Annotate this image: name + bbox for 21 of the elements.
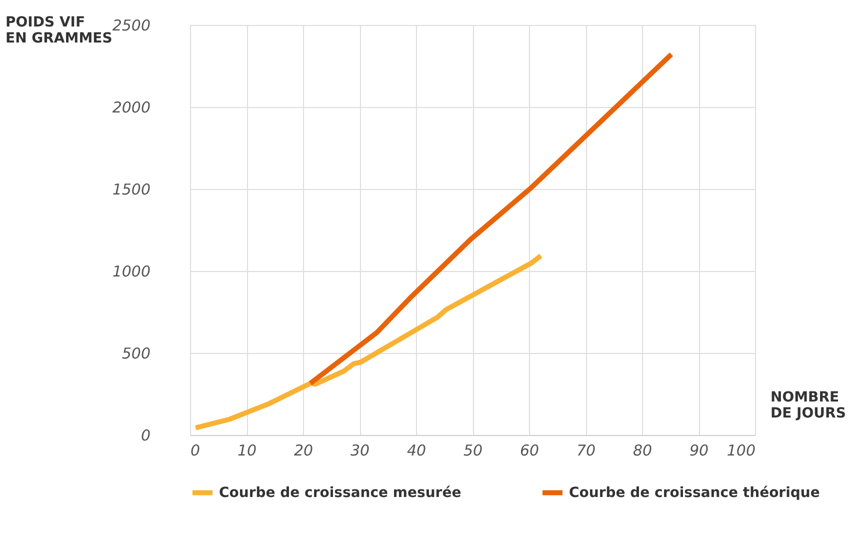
y-axis-title: POIDS VIF EN GRAMMES xyxy=(6,14,112,46)
x-tick-label: 50 xyxy=(463,442,483,460)
legend-label: Courbe de croissance théorique xyxy=(569,484,820,501)
x-tick-label: 100 xyxy=(726,442,756,460)
x-axis-title: NOMBRE DE JOURS xyxy=(770,390,846,422)
x-tick-label: 0 xyxy=(190,442,200,460)
y-tick-label: 2000 xyxy=(112,98,150,116)
y-tick-label: 1500 xyxy=(112,180,150,198)
x-tick-label: 10 xyxy=(237,442,257,460)
y-tick-label: 2500 xyxy=(112,16,150,34)
x-tick-label: 90 xyxy=(689,442,709,460)
y-tick-label: 0 xyxy=(140,426,150,444)
y-tick-label: 1000 xyxy=(112,262,150,280)
legend-label: Courbe de croissance mesurée xyxy=(219,484,462,501)
x-tick-label: 20 xyxy=(294,442,314,460)
x-tick-label: 30 xyxy=(350,442,370,460)
x-tick-label: 80 xyxy=(632,442,652,460)
x-tick-label: 40 xyxy=(406,442,426,460)
y-tick-label: 500 xyxy=(122,344,150,362)
x-tick-label: 70 xyxy=(576,442,596,460)
x-tick-label: 60 xyxy=(520,442,540,460)
